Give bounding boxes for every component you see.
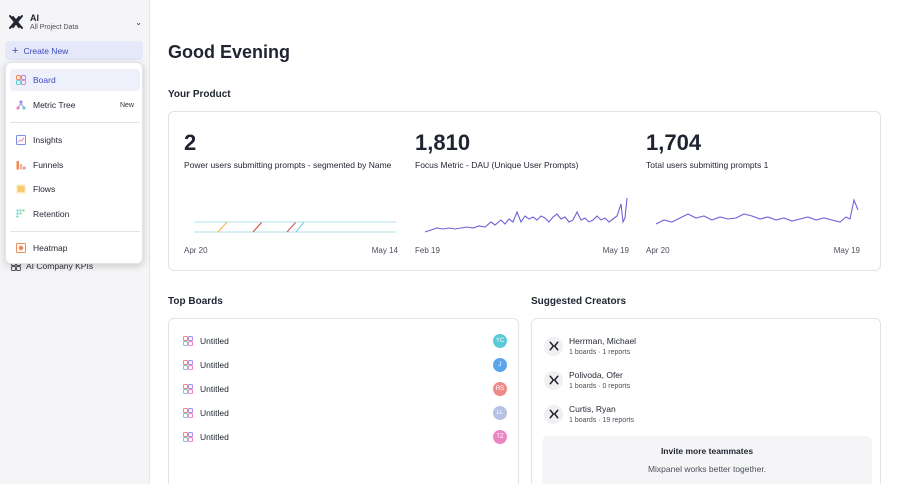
metric-label: Power users submitting prompts - segment… — [184, 160, 392, 170]
menu-divider — [10, 231, 140, 232]
board-icon — [183, 360, 193, 370]
date-end: May 19 — [833, 246, 860, 255]
date-start: Apr 20 — [184, 246, 208, 255]
sidebar-item-label: AI Company KPIs — [26, 261, 94, 271]
metric-card[interactable]: 2 Power users submitting prompts - segme… — [184, 130, 398, 255]
creator-name: Polivoda, Ofer — [569, 370, 623, 380]
metric-label: Total users submitting prompts 1 — [646, 160, 769, 170]
board-name: Untitled — [200, 360, 229, 370]
avatar: YC — [493, 334, 507, 348]
metric-value: 1,704 — [646, 130, 702, 155]
menu-item-label: Funnels — [33, 160, 64, 170]
date-end: May 14 — [371, 246, 398, 255]
creator-name: Herrman, Michael — [569, 336, 637, 346]
create-new-button[interactable]: + Create New — [5, 41, 143, 60]
project-subtitle: All Project Data — [30, 24, 79, 31]
menu-item-heatmap[interactable]: Heatmap — [10, 237, 140, 259]
board-name: Untitled — [200, 432, 229, 442]
creator-meta: 1 boards · 1 reports — [569, 349, 631, 356]
board-icon — [183, 384, 193, 394]
metric-label: Focus Metric - DAU (Unique User Prompts) — [415, 160, 579, 170]
mixpanel-logo-icon — [549, 341, 558, 351]
funnels-icon — [16, 161, 26, 170]
board-row[interactable]: Untitled RS — [183, 380, 507, 398]
avatar: LL — [493, 406, 507, 420]
board-name: Untitled — [200, 384, 229, 394]
avatar: RS — [493, 382, 507, 396]
creator-meta: 1 boards · 19 reports — [569, 417, 634, 424]
metric-sparkline — [655, 198, 859, 225]
project-switcher[interactable]: AI All Project Data ⌄ — [8, 8, 142, 36]
menu-item-retention[interactable]: Retention — [10, 203, 140, 225]
menu-divider — [10, 122, 140, 123]
creator-item[interactable]: Curtis, Ryan 1 boards · 19 reports — [544, 400, 864, 428]
mixpanel-logo-icon — [9, 15, 23, 29]
chevron-down-icon[interactable]: ⌄ — [135, 17, 142, 27]
menu-item-label: Flows — [33, 184, 56, 194]
metric-card[interactable]: 1,810 Focus Metric - DAU (Unique User Pr… — [415, 130, 629, 255]
plus-icon: + — [12, 44, 19, 57]
board-row[interactable]: Untitled YC — [183, 332, 507, 350]
board-name: Untitled — [200, 336, 229, 346]
menu-item-metric-tree[interactable]: Metric Tree New — [10, 94, 140, 116]
metric-card[interactable]: 1,704 Total users submitting prompts 1 A… — [646, 130, 860, 255]
menu-item-insights[interactable]: Insights — [10, 129, 140, 151]
insights-icon — [16, 135, 26, 145]
menu-item-funnels[interactable]: Funnels — [10, 154, 140, 176]
avatar: TZ — [493, 430, 507, 444]
invite-subtitle: Mixpanel works better together. — [647, 464, 767, 474]
menu-item-label: Metric Tree — [33, 100, 76, 110]
creator-avatar — [544, 404, 563, 424]
board-name: Untitled — [200, 408, 229, 418]
creator-avatar — [544, 370, 563, 390]
top-boards-card: Untitled YC Untitled J Untitled RS Untit… — [168, 318, 519, 484]
create-new-label: Create New — [23, 45, 69, 56]
menu-item-label: Heatmap — [33, 243, 68, 253]
invite-title: Invite more teammates — [660, 446, 754, 456]
mixpanel-logo-icon — [549, 375, 558, 385]
project-name: AI — [30, 13, 39, 23]
top-boards-heading: Top Boards — [168, 296, 223, 307]
board-icon — [183, 336, 193, 346]
menu-item-label: Board — [33, 75, 56, 85]
invite-panel: Invite more teammates Mixpanel works bet… — [542, 436, 872, 484]
suggested-creators-card: Herrman, Michael 1 boards · 1 reports Po… — [531, 318, 881, 484]
page-title: Good Evening — [168, 42, 291, 62]
date-start: Apr 20 — [646, 246, 670, 255]
board-row[interactable]: Untitled J — [183, 356, 507, 374]
metric-value: 2 — [184, 130, 197, 155]
board-row[interactable]: Untitled TZ — [183, 428, 507, 446]
create-new-menu: Board Metric Tree New Insights Funnels — [5, 62, 143, 264]
suggested-creators-heading: Suggested Creators — [531, 296, 627, 307]
board-icon — [183, 432, 193, 442]
metric-value: 1,810 — [415, 130, 471, 155]
your-product-heading: Your Product — [168, 89, 231, 100]
menu-item-label: Insights — [33, 135, 63, 145]
your-product-card: 2 Power users submitting prompts - segme… — [168, 111, 881, 271]
menu-item-label: Retention — [33, 209, 70, 219]
mixpanel-logo-icon — [549, 409, 558, 419]
date-start: Feb 19 — [415, 246, 440, 255]
creator-avatar — [544, 336, 563, 356]
menu-item-board[interactable]: Board — [10, 69, 140, 91]
heatmap-icon — [16, 243, 26, 253]
menu-item-flows[interactable]: Flows — [10, 178, 140, 200]
flows-icon — [16, 184, 26, 194]
creator-item[interactable]: Herrman, Michael 1 boards · 1 reports — [544, 332, 864, 360]
board-icon — [183, 408, 193, 418]
board-icon — [16, 75, 26, 85]
retention-icon — [16, 209, 25, 218]
avatar: J — [493, 358, 507, 372]
date-end: May 19 — [602, 246, 629, 255]
board-row[interactable]: Untitled LL — [183, 404, 507, 422]
creator-meta: 1 boards · 0 reports — [569, 383, 631, 390]
metric-sparkline — [424, 197, 628, 233]
new-badge: New — [119, 101, 134, 109]
creator-name: Curtis, Ryan — [569, 404, 616, 414]
creator-item[interactable]: Polivoda, Ofer 1 boards · 0 reports — [544, 366, 864, 394]
metric-sparkline — [194, 221, 396, 233]
metric-tree-icon — [16, 100, 26, 110]
